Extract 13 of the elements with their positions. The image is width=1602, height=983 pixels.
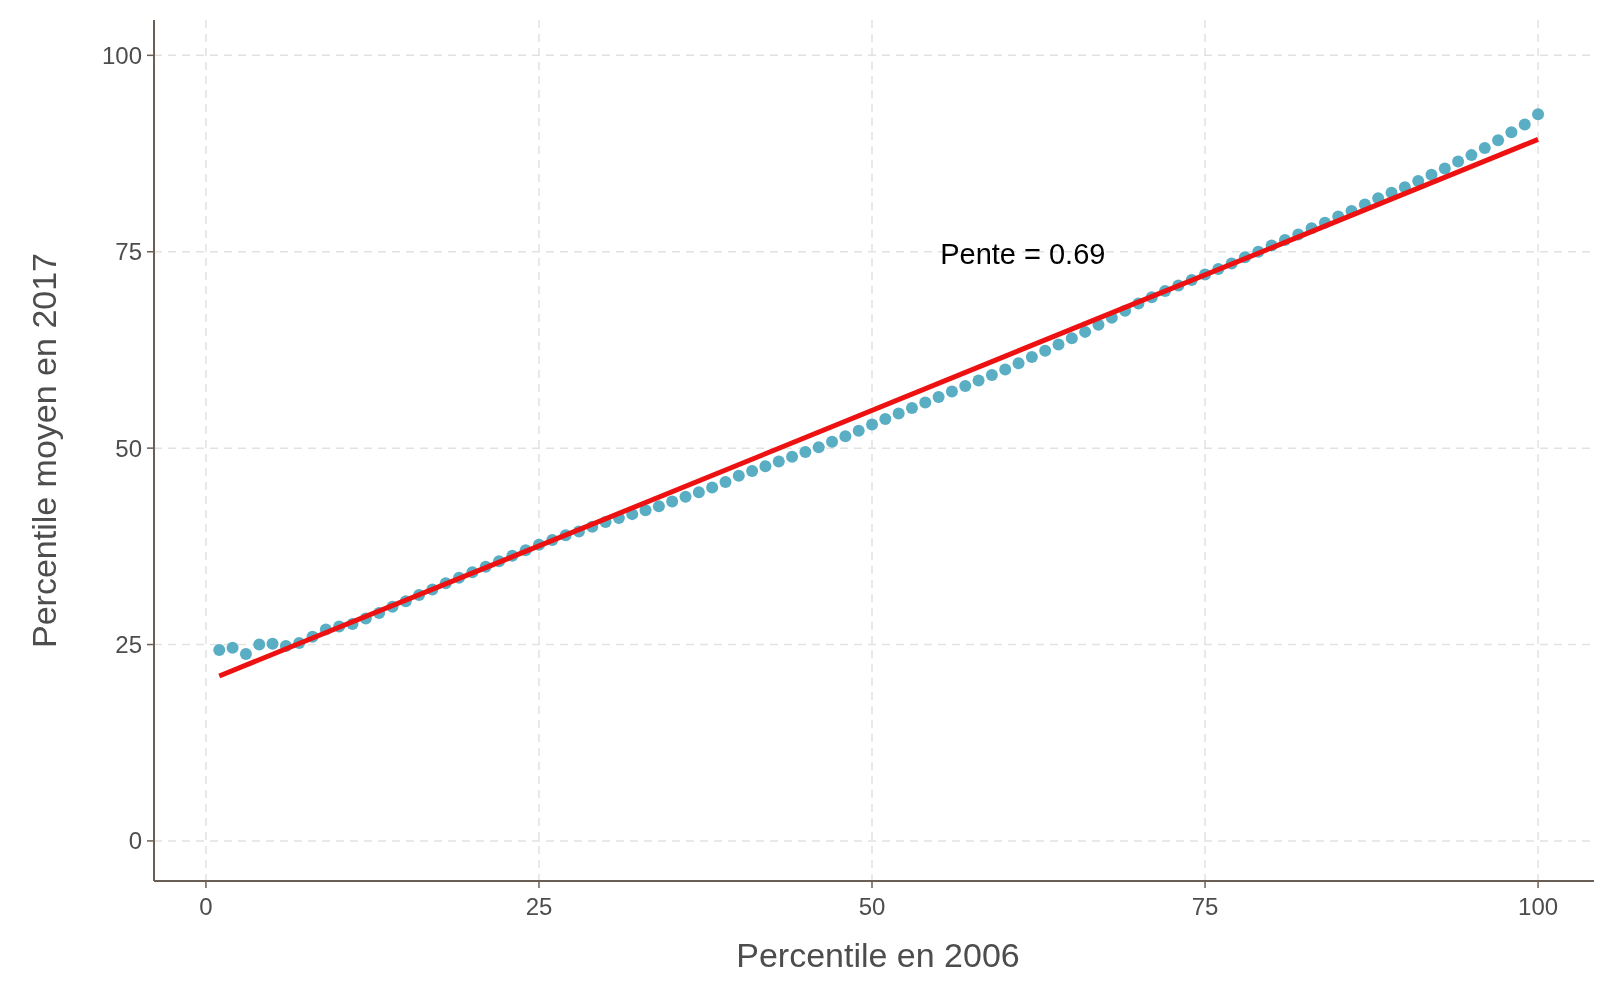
x-tick-label: 0: [199, 893, 213, 920]
y-axis-title: Percentile moyen en 2017: [25, 252, 63, 649]
y-tick-label: 50: [115, 434, 142, 462]
annotation: Pente = 0.69: [940, 238, 1106, 271]
x-tick-label: 25: [525, 893, 553, 920]
y-tick-label: 25: [115, 630, 142, 658]
x-axis-title: Percentile en 2006: [736, 936, 1020, 974]
x-tick-label: 100: [1518, 893, 1559, 920]
x-tick-label: 75: [1191, 893, 1219, 920]
y-tick-label: 75: [115, 238, 142, 266]
x-tick-label: 50: [858, 893, 886, 920]
y-tick-label: 100: [101, 41, 142, 69]
y-tick-label: 0: [128, 827, 142, 855]
